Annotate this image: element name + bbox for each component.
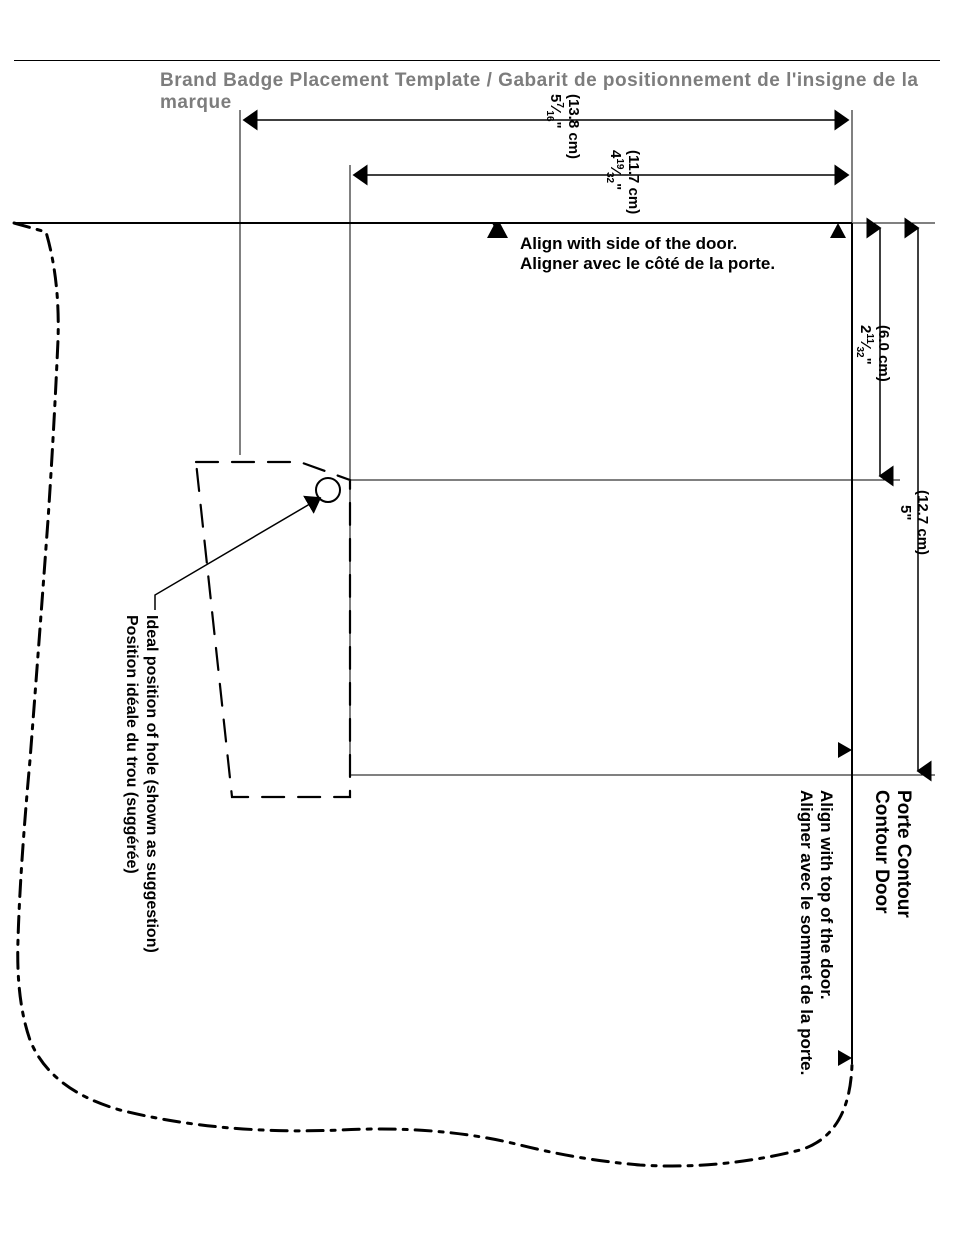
align-top-fr: Aligner avec le sommet de la porte.	[796, 790, 816, 1075]
template-page: Brand Badge Placement Template / Gabarit…	[0, 0, 954, 1235]
dim-height-large-label: 5"	[897, 505, 914, 520]
dim-height-large-metric: (12.7 cm)	[914, 490, 931, 555]
dim-width-inner-metric: (11.7 cm)	[625, 150, 642, 214]
dim-height-small-metric: (6.0 cm)	[875, 325, 892, 382]
align-side-fr: Aligner avec le côté de la porte.	[520, 254, 775, 274]
hole-note-fr: Position idéale du trou (suggérée)	[122, 615, 140, 874]
contour-fr: Porte Contour	[892, 790, 914, 918]
dim-width-metric: (13.8 cm)	[565, 94, 582, 159]
align-side-en: Align with side of the door.	[520, 234, 737, 254]
contour-en: Contour Door	[870, 790, 892, 913]
badge-outline	[196, 462, 350, 797]
dim-height-small-label: 211⁄32"	[854, 325, 875, 365]
hole-indicator	[155, 478, 340, 610]
dim-width	[240, 110, 852, 455]
dim-width-inner	[350, 165, 848, 480]
align-top-en: Align with top of the door.	[816, 790, 836, 1000]
hole-note-en: Ideal position of hole (shown as suggest…	[142, 615, 160, 953]
dim-width-inner-label: 419⁄32"	[604, 150, 625, 190]
dim-width-imperial: 57⁄16"	[547, 94, 564, 129]
dim-width-label: 57⁄16"	[544, 94, 565, 129]
